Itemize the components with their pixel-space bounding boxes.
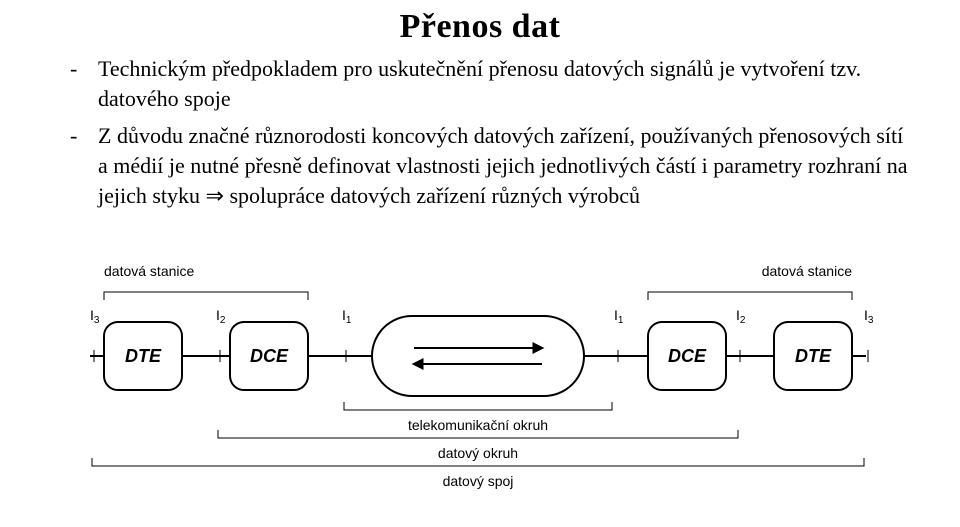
dce_r-label: DCE bbox=[668, 346, 707, 366]
bullet-item: Z důvodu značné různorodosti koncových d… bbox=[70, 121, 910, 212]
dte_l-label: DTE bbox=[125, 346, 162, 366]
network-diagram: datová stanice datová stanice DTE DCE DCE DTE… bbox=[68, 260, 892, 500]
scope-bracket bbox=[344, 402, 612, 410]
page-title: Přenos dat bbox=[0, 0, 960, 46]
interface-label: I3 bbox=[90, 307, 100, 326]
bullet-text: Technickým předpokladem pro uskutečnění … bbox=[98, 56, 861, 111]
interface-label: I3 bbox=[864, 307, 874, 326]
dce_l-label: DCE bbox=[250, 346, 289, 366]
bullet-list: Technickým předpokladem pro uskutečnění … bbox=[0, 46, 960, 212]
scope-label: telekomunikační okruh bbox=[408, 417, 548, 433]
diagram-svg: datová stanice datová stanice DTE DCE DCE DTE… bbox=[68, 260, 892, 500]
dte_r-label: DTE bbox=[795, 346, 832, 366]
scope-label: datový spoj bbox=[443, 473, 514, 489]
scope-label: datový okruh bbox=[438, 445, 518, 461]
bullet-item: Technickým předpokladem pro uskutečnění … bbox=[70, 54, 910, 115]
interface-label: I1 bbox=[614, 307, 624, 326]
station-label: datová stanice bbox=[762, 263, 852, 279]
station-bracket bbox=[648, 292, 852, 300]
bullet-text: Z důvodu značné různorodosti koncových d… bbox=[98, 123, 907, 209]
interface-label: I2 bbox=[736, 307, 746, 326]
page: Přenos dat Technickým předpokladem pro u… bbox=[0, 0, 960, 527]
station-label: datová stanice bbox=[104, 263, 194, 279]
interface-label: I1 bbox=[342, 307, 352, 326]
interface-label: I2 bbox=[216, 307, 226, 326]
telecom-circuit-icon bbox=[372, 316, 584, 396]
station-bracket bbox=[104, 292, 308, 300]
